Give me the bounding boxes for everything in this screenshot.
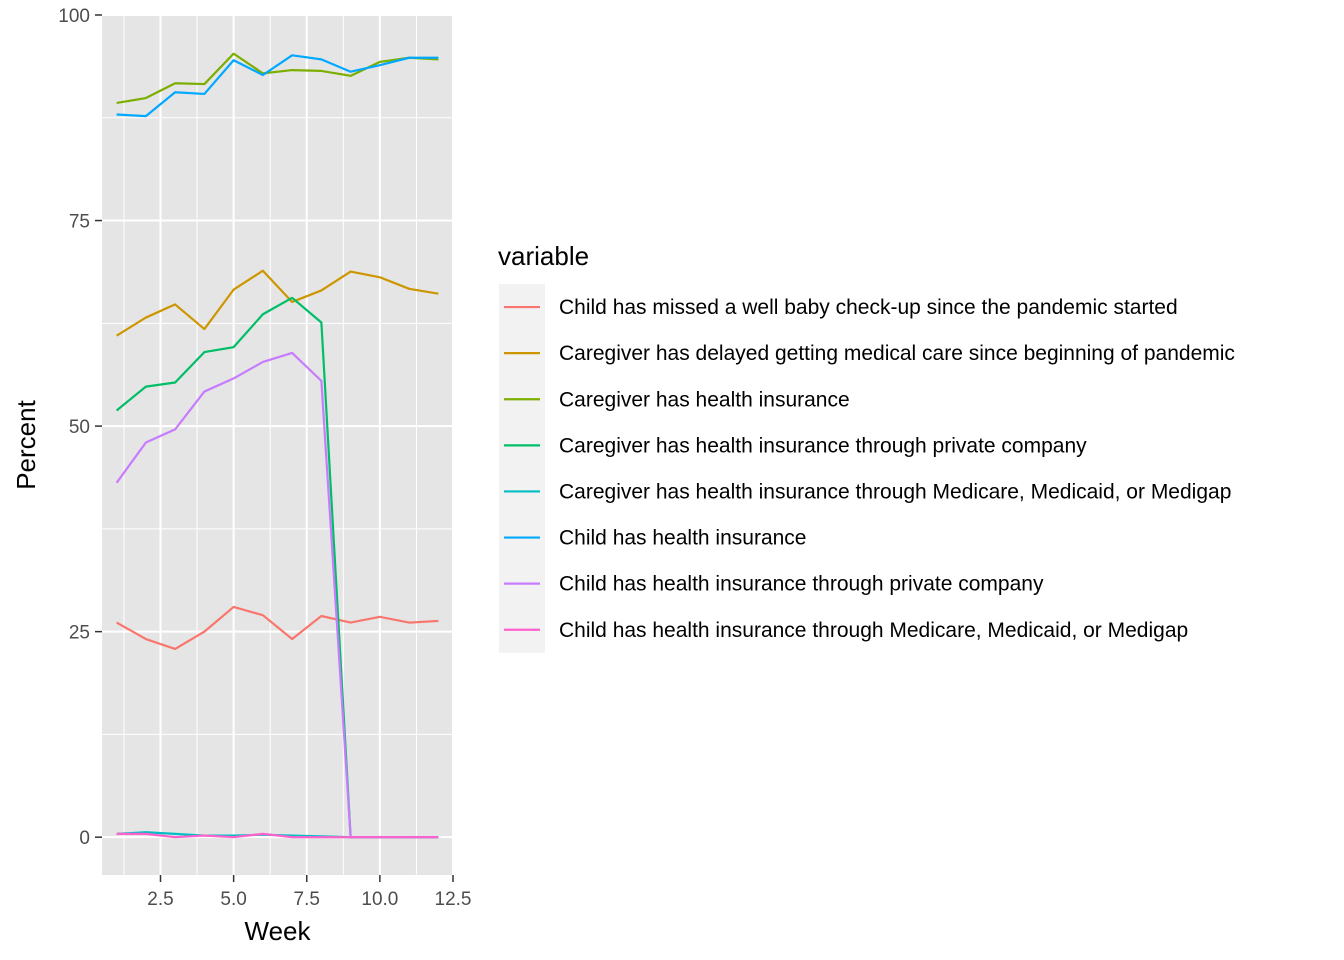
series-line-1 [116, 605, 439, 651]
legend: variable Child has missed a well baby ch… [498, 241, 1235, 653]
series-line-2 [116, 269, 439, 337]
legend-item: Child has missed a well baby check-up si… [504, 296, 1178, 319]
legend-title: variable [498, 241, 589, 271]
legend-label: Child has missed a well baby check-up si… [559, 296, 1178, 319]
x-tick-label: 7.5 [294, 889, 320, 910]
legend-item: Caregiver has health insurance [504, 388, 850, 411]
legend-items: Child has missed a well baby check-up si… [504, 296, 1235, 642]
legend-label: Caregiver has delayed getting medical ca… [559, 342, 1235, 365]
legend-label: Child has health insurance [559, 527, 807, 550]
y-tick-label: 50 [69, 417, 90, 438]
plot-panel [102, 15, 453, 875]
legend-label: Child has health insurance through Medic… [559, 619, 1188, 642]
legend-item: Child has health insurance through priva… [504, 573, 1044, 596]
legend-item: Caregiver has health insurance through p… [504, 434, 1087, 457]
legend-item: Caregiver has delayed getting medical ca… [504, 342, 1235, 365]
legend-label: Caregiver has health insurance through M… [559, 480, 1231, 503]
x-tick-label: 10.0 [361, 889, 398, 910]
major-gridlines [102, 14, 454, 875]
y-tick-label: 0 [79, 828, 90, 849]
legend-label: Child has health insurance through priva… [559, 573, 1044, 596]
x-tick-label: 5.0 [220, 889, 246, 910]
x-tick-label: 2.5 [147, 889, 173, 910]
legend-item: Child has health insurance [504, 527, 807, 550]
legend-item: Caregiver has health insurance through M… [504, 480, 1231, 503]
y-axis-title: Percent [11, 399, 41, 489]
series-line-3 [116, 52, 439, 105]
legend-label: Caregiver has health insurance [559, 388, 850, 411]
series-lines [115, 52, 439, 839]
y-axis: 0 25 50 75 100 [58, 6, 102, 849]
x-axis-title: Week [245, 916, 312, 946]
legend-key-background [499, 284, 545, 653]
y-tick-label: 25 [69, 623, 90, 644]
legend-label: Caregiver has health insurance through p… [559, 434, 1087, 457]
series-line-6 [116, 54, 439, 118]
x-tick-label: 12.5 [435, 889, 472, 910]
legend-item: Child has health insurance through Medic… [504, 619, 1188, 642]
x-axis: 2.5 5.0 7.5 10.0 12.5 [147, 875, 471, 910]
y-tick-label: 75 [69, 212, 90, 233]
y-tick-label: 100 [58, 6, 90, 27]
series-line-8 [116, 832, 439, 839]
